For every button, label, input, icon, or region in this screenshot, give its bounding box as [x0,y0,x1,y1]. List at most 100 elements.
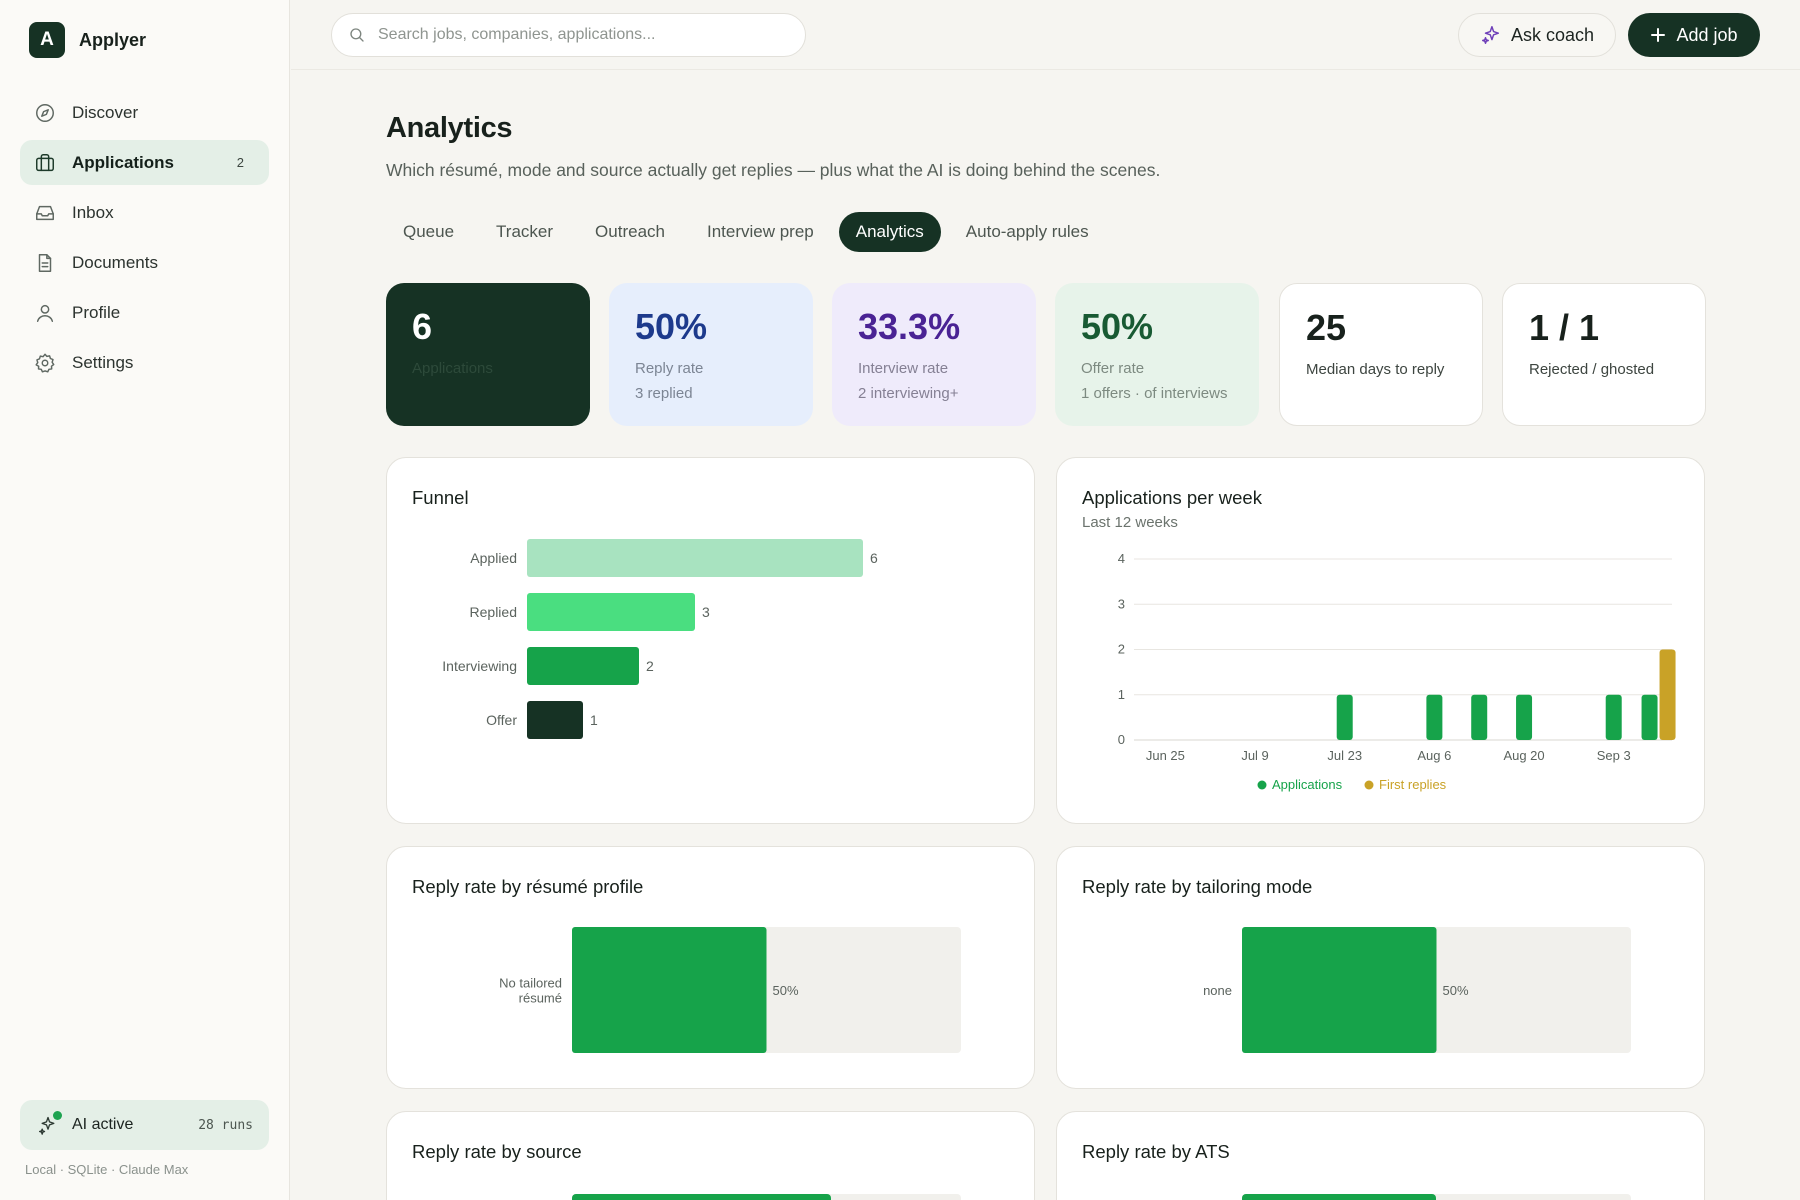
kpi-sub: 3 replied [635,385,693,402]
kpi-card-reply-rate: 50% Reply rate 3 replied [609,283,813,426]
sparkle-icon [38,1111,62,1135]
funnel-value-label: 2 [646,658,654,674]
add-job-button[interactable]: Add job [1628,13,1760,57]
tab-auto-apply-rules[interactable]: Auto-apply rules [965,222,1089,241]
funnel-value-label: 6 [870,550,878,566]
y-tick-label: 4 [1118,551,1125,566]
sidebar-item-documents[interactable]: Documents [20,240,269,285]
reply-rate-by-resume-panel: No tailored résumé 50% Reply rate by résum… [386,846,1035,1089]
ai-status[interactable]: AI active 28 runs [20,1100,269,1150]
reply-rate-by-ats-panel: Reply rate by ATS [1056,1111,1705,1200]
x-tick-label: Aug 6 [1417,748,1451,763]
sidebar-item-label: Discover [72,102,139,122]
sparkle-icon [1481,26,1500,44]
funnel-category-label: Offer [486,712,517,728]
search-bar[interactable] [331,13,806,57]
kpi-label: Median days to reply [1306,361,1445,378]
search-input[interactable] [378,26,778,44]
funnel-category-label: Applied [470,550,517,566]
category-label: résumé [519,991,562,1006]
x-tick-label: Jul 23 [1327,748,1362,763]
kpi-card-offer-rate: 50% Offer rate 1 offers · of interviews [1055,283,1259,426]
applications-bar [1336,694,1353,740]
sidebar-item-profile[interactable]: Profile [20,290,269,335]
panel-subtitle: Last 12 weeks [1082,514,1178,531]
funnel-bar [527,701,583,739]
reply-rate-by-tailoring-chart: none 50% [1203,927,1631,1053]
search-icon [350,28,364,42]
ask-coach-label: Ask coach [1510,24,1595,45]
tab-analytics[interactable]: Analytics [838,212,941,252]
sidebar-item-discover[interactable]: Discover [20,90,269,135]
applications-per-week-panel: 0 1 2 3 4 Jun 25 Jul 9 Jul 23 Aug 6 Aug 20 Sep 3 Ap… [1056,457,1705,824]
funnel-panel: Applied 6 Replied 3 Interviewing 2 Offer 1 Funn… [386,457,1035,824]
kpi-label: Interview rate [858,360,949,377]
top-bar: Ask coach Add job [291,0,1800,70]
kpi-card-applications: 6 Applications [386,283,590,426]
tab-tracker[interactable]: Tracker [496,222,554,241]
kpi-card-rejected-ghosted: 1 / 1 Rejected / ghosted [1502,283,1706,426]
y-tick-label: 2 [1118,642,1125,657]
tab-outreach[interactable]: Outreach [595,222,665,241]
ask-coach-button[interactable]: Ask coach [1458,13,1616,57]
applications-per-week-chart: 0 1 2 3 4 Jun 25 Jul 9 Jul 23 Aug 6 Aug 20 Sep 3 Ap… [1118,551,1676,792]
kpi-value: 50% [1081,306,1154,347]
ai-runs-count: 28 runs [198,1117,253,1133]
sidebar-item-inbox[interactable]: Inbox [20,190,269,235]
category-label: none [1203,983,1232,998]
funnel-bar [527,539,863,577]
legend-swatch-applications [1257,780,1267,790]
brand[interactable]: A Applyer [29,22,146,58]
legend-label-applications: Applications [1272,777,1343,792]
funnel-value-label: 3 [702,604,710,620]
reply-rate-by-source-panel: Reply rate by source [386,1111,1035,1200]
funnel-value-label: 1 [590,712,598,728]
sidebar-nav: Discover Applications 2 Inbox Documents … [20,90,269,390]
panel-title: Reply rate by source [412,1141,582,1162]
x-tick-label: Jun 25 [1146,748,1185,763]
sidebar-item-applications[interactable]: Applications 2 [20,140,269,185]
x-tick-label: Aug 20 [1503,748,1544,763]
reply-rate-bar [1242,927,1437,1053]
plus-icon [1651,28,1666,42]
tab-bar: Queue Tracker Outreach Interview prep An… [386,212,1114,252]
ai-status-label: AI active [72,1116,134,1133]
reply-rate-by-ats-chart [1242,1194,1631,1200]
applications-bar [1426,694,1443,740]
compass-icon [36,103,54,122]
kpi-value: 25 [1306,307,1347,348]
tab-queue[interactable]: Queue [403,222,455,241]
applications-bar [1641,694,1658,740]
kpi-value: 6 [412,306,433,347]
environment-footnote: Local · SQLite · Claude Max [25,1162,189,1177]
sidebar-item-label: Inbox [72,202,114,222]
kpi-label: Reply rate [635,360,704,377]
sidebar-item-label: Settings [72,352,134,372]
kpi-value: 1 / 1 [1529,307,1600,348]
app-logo: A [29,22,65,58]
add-job-label: Add job [1676,24,1738,45]
sidebar-item-label: Documents [72,252,158,272]
inbox-icon [36,205,54,220]
applications-bar [1605,694,1622,740]
x-tick-label: Sep 3 [1597,748,1631,763]
reply-rate-by-tailoring-panel: none 50% Reply rate by tailoring mode [1056,846,1705,1089]
value-label: 50% [1443,983,1469,998]
funnel-category-label: Replied [470,604,517,620]
tab-interview-prep[interactable]: Interview prep [706,222,814,241]
kpi-sub: 1 offers · of interviews [1081,385,1228,402]
page-title: Analytics [386,112,513,144]
reply-rate-by-source-chart [572,1194,961,1200]
y-tick-label: 0 [1118,732,1125,747]
bar [1242,1194,1436,1200]
gear-icon [35,353,55,373]
kpi-label: Rejected / ghosted [1529,361,1655,378]
y-tick-label: 1 [1118,687,1125,702]
kpi-sub: 2 interviewing+ [858,385,959,402]
sidebar-item-settings[interactable]: Settings [20,340,269,385]
bar [572,1194,831,1200]
document-icon [38,253,52,272]
panel-title: Reply rate by résumé profile [412,876,644,897]
applications-bar [1471,694,1488,740]
